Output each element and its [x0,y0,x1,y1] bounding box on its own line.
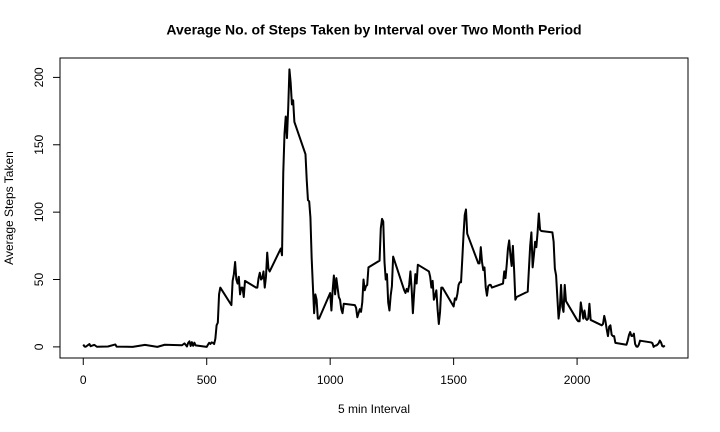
y-tick-label: 150 [32,134,46,154]
x-tick-label: 2000 [564,373,591,387]
y-tick-label: 50 [32,273,46,287]
y-axis-label: Average Steps Taken [2,151,16,265]
y-tick-label: 0 [32,343,46,350]
x-axis-label: 5 min Interval [338,402,410,416]
chart-title: Average No. of Steps Taken by Interval o… [166,22,581,38]
x-tick-label: 0 [80,373,87,387]
plot-box [59,57,689,359]
y-tick-label: 200 [32,67,46,87]
y-tick-label: 100 [32,202,46,222]
data-line [82,68,666,348]
x-tick-label: 1500 [440,373,467,387]
x-tick-label: 500 [197,373,217,387]
x-tick-label: 1000 [317,373,344,387]
